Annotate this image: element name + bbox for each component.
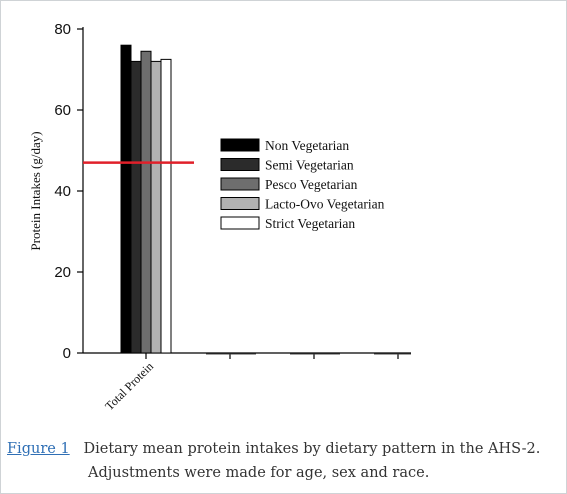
- legend-swatch: [220, 197, 260, 210]
- figure-link[interactable]: Figure 1: [7, 441, 70, 457]
- legend-swatch: [220, 216, 260, 230]
- legend-label: Strict Vegetarian: [265, 216, 355, 231]
- legend-swatch: [220, 138, 260, 152]
- caption-text-line2: Adjustments were made for age, sex and r…: [88, 465, 430, 481]
- y-tick-label: 40: [54, 183, 71, 200]
- x-category-label: Total Protein: [102, 359, 156, 413]
- protein-intake-chart: 0 20 40 60 80 Protein Intakes (g/day) Total Pr…: [28, 21, 411, 413]
- bar-semi-vegetarian: [130, 60, 142, 354]
- bar-lacto-ovo-vegetarian: [150, 60, 162, 354]
- y-tick-label: 80: [54, 21, 71, 38]
- figure-caption: Figure 1 Dietary mean protein intakes by…: [7, 437, 563, 485]
- legend-swatch: [220, 177, 260, 191]
- legend-label: Semi Vegetarian: [265, 158, 354, 173]
- y-axis-label: Protein Intakes (g/day): [28, 131, 43, 250]
- bar-pesco-vegetarian: [140, 50, 152, 354]
- legend-label: Pesco Vegetarian: [265, 177, 358, 192]
- y-tick-label: 20: [54, 264, 71, 281]
- y-tick-label: 0: [63, 345, 71, 362]
- legend-label: Non Vegetarian: [265, 138, 349, 153]
- y-tick-label: 60: [54, 102, 71, 119]
- bar-strict-vegetarian: [160, 58, 172, 354]
- chart-bars: [120, 44, 172, 354]
- chart-legend: Non Vegetarian Semi Vegetarian Pesco Veget…: [220, 138, 385, 231]
- bar-non-vegetarian: [120, 44, 132, 354]
- legend-swatch: [220, 158, 260, 171]
- legend-label: Lacto-Ovo Vegetarian: [265, 197, 385, 212]
- caption-text-line1: Dietary mean protein intakes by dietary …: [83, 441, 541, 457]
